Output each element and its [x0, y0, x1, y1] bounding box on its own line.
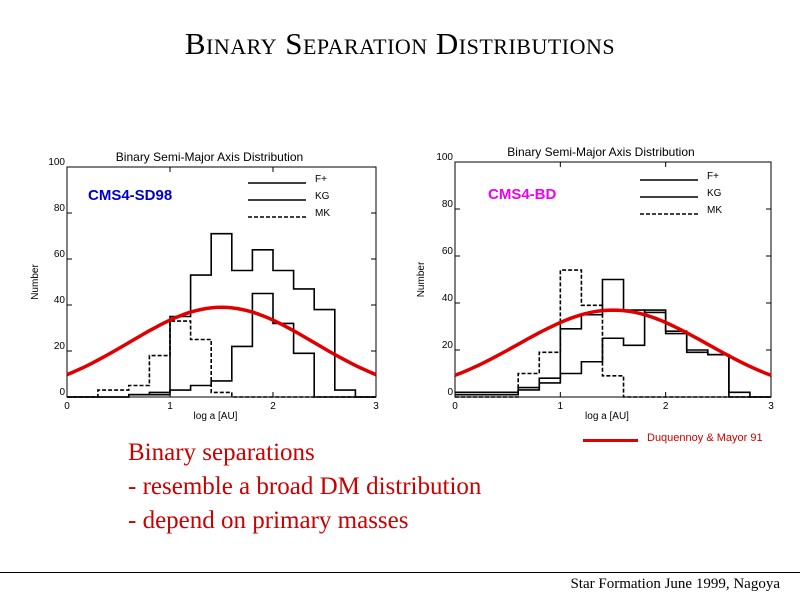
y-axis-label: Number — [416, 261, 427, 297]
x-tick-label: 0 — [64, 401, 70, 412]
y-tick-label: 80 — [442, 199, 454, 210]
x-tick-label: 1 — [167, 401, 173, 412]
dm-legend-swatch — [583, 439, 638, 442]
y-tick-label: 0 — [59, 387, 65, 398]
chart-title: Binary Semi-Major Axis Distribution — [116, 150, 303, 164]
bullet-item: - depend on primary masses — [128, 507, 409, 534]
y-tick-label: 40 — [442, 293, 454, 304]
legend-label: MK — [707, 205, 722, 216]
histogram-mk — [455, 269, 771, 398]
histogram-mk — [67, 320, 376, 398]
chart-title: Binary Semi-Major Axis Distribution — [507, 145, 694, 159]
footer-text: Star Formation June 1999, Nagoya — [570, 576, 780, 592]
legend-label: KG — [315, 191, 330, 202]
y-tick-label: 100 — [48, 157, 65, 168]
dm-gaussian-curve — [66, 305, 377, 377]
y-axis-label: Number — [30, 264, 41, 300]
y-tick-label: 0 — [447, 387, 453, 398]
bullet-item: - resemble a broad DM distribution — [128, 473, 482, 500]
bullet-list: Binary separations - resemble a broad DM… — [128, 436, 481, 538]
legend-label: F+ — [315, 174, 327, 185]
footer-rule — [0, 572, 800, 573]
y-tick-label: 20 — [442, 340, 454, 351]
x-tick-label: 3 — [373, 401, 379, 412]
histogram-kg — [67, 232, 376, 398]
y-tick-label: 60 — [54, 249, 66, 260]
x-tick-label: 3 — [768, 401, 774, 412]
x-tick-label: 0 — [452, 401, 458, 412]
y-tick-label: 40 — [54, 295, 66, 306]
bullet-item: Binary separations — [128, 439, 315, 466]
x-axis-label: log a [AU] — [585, 411, 629, 422]
x-tick-label: 2 — [663, 401, 669, 412]
histogram-kg — [455, 278, 771, 398]
x-tick-label: 1 — [558, 401, 564, 412]
dm-gaussian-curve — [454, 308, 772, 377]
x-tick-label: 2 — [270, 401, 276, 412]
plot-frame — [66, 166, 377, 398]
slide-title: Binary Separation Distributions — [184, 26, 616, 61]
y-tick-label: 80 — [54, 203, 66, 214]
chart-tag: CMS4-BD — [488, 186, 557, 203]
chart-tag: CMS4-SD98 — [88, 187, 172, 204]
plot-frame — [454, 161, 772, 398]
y-tick-label: 100 — [436, 152, 453, 163]
y-tick-label: 60 — [442, 246, 454, 257]
legend-label: MK — [315, 208, 330, 219]
x-axis-label: log a [AU] — [194, 411, 238, 422]
legend-label: F+ — [707, 171, 719, 182]
dm-legend-label: Duquennoy & Mayor 91 — [647, 432, 763, 444]
legend-label: KG — [707, 188, 722, 199]
y-tick-label: 20 — [54, 341, 66, 352]
